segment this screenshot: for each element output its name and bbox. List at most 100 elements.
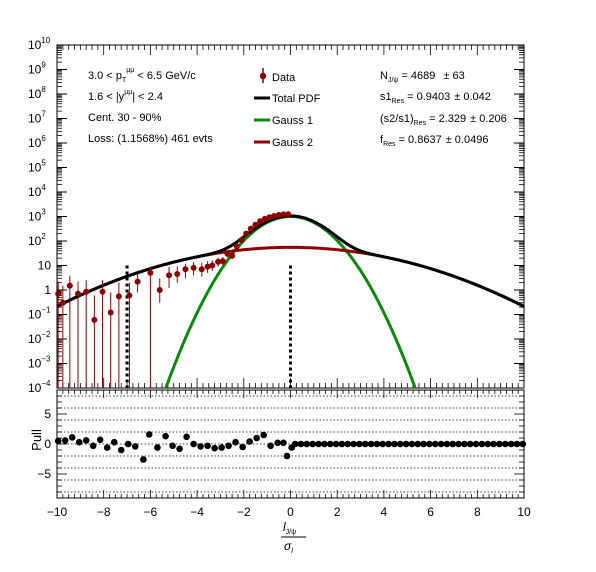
data-point bbox=[266, 214, 273, 221]
data-point bbox=[83, 288, 90, 295]
pull-point bbox=[408, 440, 416, 448]
pull-point bbox=[315, 440, 322, 448]
pull-point bbox=[68, 434, 76, 441]
pull-point bbox=[385, 440, 392, 448]
x-tick-label: 0 bbox=[287, 505, 294, 519]
data-point bbox=[115, 293, 122, 300]
legend-entry-gauss2: Gauss 2 bbox=[254, 137, 313, 149]
pull-y-tick-labels: −5 0 5 bbox=[37, 407, 51, 481]
pull-point bbox=[507, 440, 515, 448]
main-y-tick-label: 108 bbox=[28, 85, 46, 101]
pull-point bbox=[309, 440, 316, 448]
pull-point bbox=[169, 442, 176, 450]
x-tick-label: −4 bbox=[190, 505, 204, 519]
pull-point bbox=[449, 440, 457, 448]
pull-point bbox=[239, 443, 246, 451]
pull-point bbox=[162, 432, 169, 440]
pull-point bbox=[373, 440, 381, 448]
pull-point bbox=[478, 440, 486, 448]
pull-point bbox=[466, 440, 474, 448]
pull-point bbox=[82, 437, 90, 444]
pull-point bbox=[326, 440, 334, 448]
pull-point bbox=[502, 440, 509, 448]
info-text: 3.0 < pTμμ < 6.5 GeV/c 1.6 < |yμμ| < 2.4… bbox=[88, 67, 213, 145]
legend: Data Total PDF Gauss 1 Gauss 2 bbox=[254, 68, 321, 149]
data-point bbox=[126, 292, 133, 299]
pull-point bbox=[260, 431, 267, 439]
pull-point bbox=[338, 440, 346, 448]
pull-point bbox=[303, 440, 311, 448]
pull-point bbox=[414, 440, 422, 448]
pull-point bbox=[117, 446, 125, 454]
svg-text:Total PDF: Total PDF bbox=[272, 93, 321, 105]
data-point bbox=[229, 252, 236, 259]
pull-point bbox=[332, 440, 340, 448]
data-point bbox=[224, 250, 231, 257]
pull-point bbox=[344, 440, 352, 448]
main-y-tick-label: 10−1 bbox=[28, 306, 51, 322]
main-y-tick-label: 109 bbox=[28, 61, 46, 77]
pull-point bbox=[461, 440, 468, 448]
data-point bbox=[271, 212, 278, 219]
pull-y-tick-label: 0 bbox=[44, 437, 51, 451]
x-tick-label: 10 bbox=[517, 505, 531, 519]
pull-point bbox=[89, 442, 97, 450]
pull-point bbox=[124, 440, 132, 448]
data-point bbox=[59, 299, 66, 306]
x-tick-label: 6 bbox=[427, 505, 434, 519]
data-point bbox=[204, 263, 211, 270]
data-point bbox=[75, 290, 82, 297]
fit-result-s2s1: (s2/s1)Res = 2.329 ± 0.206 bbox=[380, 113, 507, 127]
main-y-tick-label: 106 bbox=[28, 134, 46, 150]
data-point bbox=[55, 290, 62, 297]
svg-text:Data: Data bbox=[272, 72, 296, 84]
data-point bbox=[198, 266, 205, 273]
info-line-centrality: Cent. 30 - 90% bbox=[88, 112, 162, 124]
pull-point bbox=[361, 440, 369, 448]
pull-point bbox=[455, 440, 462, 448]
pull-point bbox=[437, 440, 445, 448]
info-line-loss: Loss: (1.1568%) 461 evts bbox=[88, 133, 213, 145]
legend-entry-data: Data bbox=[259, 68, 296, 84]
pull-point bbox=[420, 440, 427, 448]
pull-point bbox=[391, 440, 398, 448]
data-point bbox=[174, 270, 181, 277]
data-point bbox=[107, 309, 114, 316]
pull-point bbox=[280, 439, 287, 447]
pull-point bbox=[253, 434, 260, 442]
pull-point bbox=[431, 440, 439, 448]
pull-point bbox=[131, 443, 139, 450]
fit-result-s1: s1Res = 0.9403 ± 0.042 bbox=[380, 91, 491, 105]
x-axis-label: lJ/ψ σl bbox=[281, 520, 306, 555]
pull-point bbox=[267, 442, 274, 450]
data-point bbox=[238, 236, 245, 243]
pull-point bbox=[297, 440, 305, 448]
legend-data-marker bbox=[259, 72, 267, 80]
pull-point bbox=[484, 440, 492, 448]
pull-point bbox=[321, 440, 328, 448]
pull-point bbox=[232, 438, 239, 446]
main-y-tick-label: 104 bbox=[28, 183, 46, 199]
data-point bbox=[285, 211, 292, 218]
pull-point bbox=[197, 443, 204, 450]
pull-point bbox=[350, 440, 357, 448]
x-tick-label: −6 bbox=[144, 505, 158, 519]
data-point bbox=[257, 218, 264, 225]
pull-point bbox=[356, 440, 363, 448]
main-y-tick-label: 10 bbox=[38, 259, 52, 273]
main-y-tick-label: 10−4 bbox=[28, 379, 51, 395]
pull-point bbox=[61, 437, 69, 444]
data-point bbox=[261, 215, 268, 222]
pull-point bbox=[283, 452, 291, 460]
pull-point bbox=[396, 440, 404, 448]
fit-results: NJ/ψ = 4689 ± 63 s1Res = 0.9403 ± 0.042 (s… bbox=[380, 70, 507, 148]
pull-point bbox=[490, 440, 497, 448]
pull-point bbox=[367, 440, 375, 448]
main-y-tick-label: 105 bbox=[28, 159, 46, 175]
pull-point bbox=[110, 438, 118, 446]
data-point bbox=[219, 258, 226, 265]
total-pdf-curve bbox=[57, 214, 524, 308]
pull-point bbox=[291, 440, 299, 448]
pull-axis-ticks bbox=[56, 390, 525, 498]
pull-point bbox=[103, 444, 111, 451]
